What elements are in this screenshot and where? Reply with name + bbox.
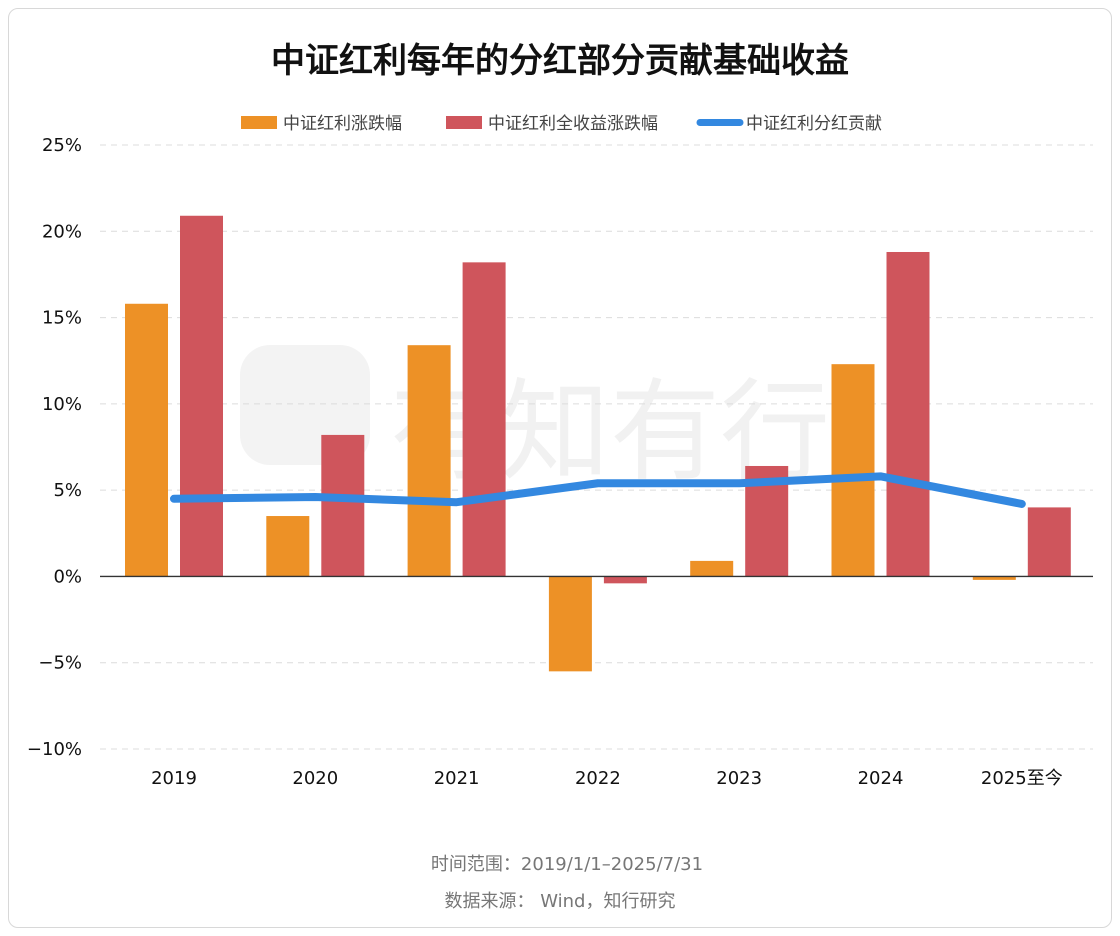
y-tick-label: 20% xyxy=(42,221,82,242)
legend-label-dividend: 中证红利分红贡献 xyxy=(746,114,882,134)
y-tick-label: 5% xyxy=(53,480,82,501)
bar-price-return xyxy=(831,364,875,577)
legend: 中证红利涨跌幅 中证红利全收益涨跌幅 中证红利分红贡献 xyxy=(241,114,882,134)
bar-price-return xyxy=(972,576,1016,580)
bar-total-return xyxy=(321,434,365,577)
bar-price-return xyxy=(548,576,592,672)
footer-data-source: 数据来源： Wind，知行研究 xyxy=(445,891,676,912)
x-category-label: 2023 xyxy=(716,768,762,789)
bar-price-return xyxy=(407,345,451,577)
bar-price-return xyxy=(266,516,310,577)
y-tick-label: 0% xyxy=(53,566,82,587)
chart-title: 中证红利每年的分红部分贡献基础收益 xyxy=(271,41,849,81)
bar-total-return xyxy=(886,251,930,577)
x-category-label: 2024 xyxy=(858,768,904,789)
legend-swatch-total-return xyxy=(446,116,482,129)
legend-label-total-return: 中证红利全收益涨跌幅 xyxy=(488,114,658,134)
bar-total-return xyxy=(1027,507,1071,577)
bar-total-return xyxy=(180,215,223,577)
x-axis: 2019 2020 2021 2022 2023 2024 2025至今 xyxy=(151,768,1063,789)
x-category-label: 2022 xyxy=(575,768,621,789)
bar-price-return xyxy=(125,303,168,577)
y-tick-label: −10% xyxy=(27,739,82,760)
footer-time-range: 时间范围：2019/1/1–2025/7/31 xyxy=(431,854,703,875)
bar-total-return xyxy=(462,262,506,577)
x-category-label: 2025至今 xyxy=(981,768,1063,789)
y-tick-label: 10% xyxy=(42,394,82,415)
y-tick-label: −5% xyxy=(38,653,82,674)
x-category-label: 2021 xyxy=(434,768,480,789)
legend-label-price-return: 中证红利涨跌幅 xyxy=(283,114,402,134)
dividend-line xyxy=(170,472,1026,508)
y-tick-label: 25% xyxy=(42,135,82,156)
x-category-label: 2019 xyxy=(151,768,197,789)
dividend-line-path xyxy=(170,472,1026,508)
bars xyxy=(125,215,1071,672)
y-tick-label: 15% xyxy=(42,308,82,329)
y-axis: 25% 20% 15% 10% 5% 0% −5% −10% xyxy=(27,135,82,760)
legend-swatch-price-return xyxy=(241,116,277,129)
bar-price-return xyxy=(690,560,734,577)
x-category-label: 2020 xyxy=(292,768,338,789)
bar-total-return xyxy=(603,576,647,584)
